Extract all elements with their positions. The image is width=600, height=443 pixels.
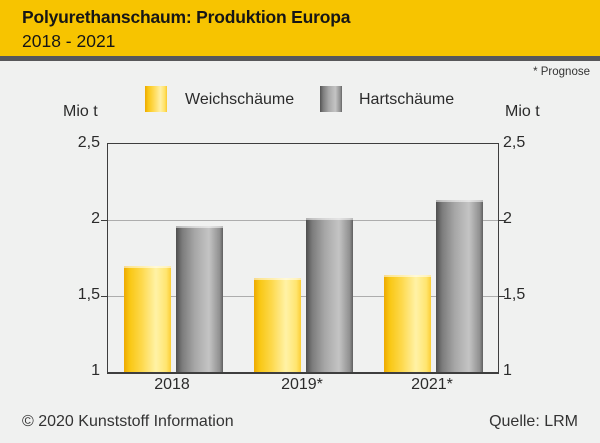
bar-hartschäume-2019 bbox=[305, 218, 353, 372]
page-title: Polyurethanschaum: Produktion Europa bbox=[22, 7, 351, 27]
bar-hartschäume-2018 bbox=[175, 226, 223, 372]
y-tick-label-left: 2 bbox=[91, 210, 100, 227]
y-tick-label-left: 1,5 bbox=[77, 286, 100, 303]
legend-swatch-hartschaeume-icon bbox=[320, 86, 342, 112]
axis-unit-right: Mio t bbox=[505, 103, 540, 120]
bar-weichschäume-2019 bbox=[253, 277, 301, 372]
page-subtitle: 2018 - 2021 bbox=[22, 30, 116, 51]
legend-swatch-weichschaeume-icon bbox=[145, 86, 167, 112]
y-tick-label-right: 1,5 bbox=[503, 286, 526, 303]
gridline bbox=[108, 296, 498, 297]
bar-hartschäume-2021 bbox=[435, 200, 483, 372]
axis-tick bbox=[101, 220, 107, 221]
legend-label-weichschaeume: Weichschäume bbox=[185, 91, 295, 108]
prognose-note: * Prognose bbox=[533, 66, 590, 78]
plot-area bbox=[101, 143, 505, 374]
x-axis-label-2021: 2021* bbox=[411, 376, 453, 393]
legend-label-hartschaeume: Hartschäume bbox=[359, 91, 455, 108]
source-text: Quelle: LRM bbox=[489, 413, 578, 430]
bar-weichschäume-2018 bbox=[123, 265, 171, 372]
bar-weichschäume-2021 bbox=[383, 274, 431, 372]
gridline bbox=[108, 220, 498, 221]
x-axis-label-2018: 2018 bbox=[154, 376, 190, 393]
y-tick-label-right: 2,5 bbox=[503, 134, 526, 151]
header-banner: Polyurethanschaum: Produktion Europa 201… bbox=[0, 0, 600, 56]
axis-tick bbox=[499, 220, 505, 221]
header-separator bbox=[0, 56, 600, 61]
y-tick-label-right: 1 bbox=[503, 362, 512, 379]
copyright-text: © 2020 Kunststoff Information bbox=[22, 413, 234, 430]
axis-unit-left: Mio t bbox=[63, 103, 98, 120]
y-tick-label-left: 2,5 bbox=[77, 134, 100, 151]
axis-tick bbox=[101, 296, 107, 297]
y-tick-label-left: 1 bbox=[91, 362, 100, 379]
axis-tick bbox=[499, 296, 505, 297]
y-tick-label-right: 2 bbox=[503, 210, 512, 227]
x-axis-label-2019: 2019* bbox=[281, 376, 323, 393]
